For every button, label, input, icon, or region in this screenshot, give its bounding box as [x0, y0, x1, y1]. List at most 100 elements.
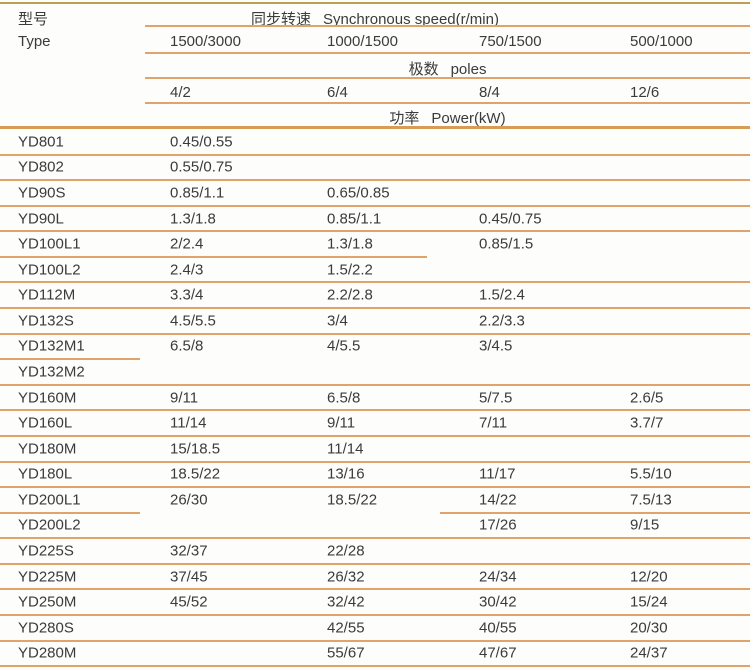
- header-speed-zh: 同步转速: [251, 11, 312, 28]
- header-poles-en: poles: [450, 61, 487, 78]
- header-poles-zh: 极数: [408, 61, 439, 78]
- power-cell: 24/34: [479, 568, 517, 586]
- table-row: YD280S 42/55 40/55 20/30: [0, 616, 750, 642]
- power-cell: 30/42: [479, 593, 517, 611]
- model-cell: YD802: [18, 158, 64, 176]
- speed-col-2: 1000/1500: [327, 33, 398, 50]
- header-model-en: Type: [18, 33, 51, 50]
- power-cell: 6.5/8: [327, 389, 361, 407]
- power-cell: 13/16: [327, 465, 365, 483]
- power-cell: 1.5/2.4: [479, 286, 525, 304]
- divider-segment: [0, 511, 140, 514]
- power-cell: 6.5/8: [170, 337, 204, 355]
- power-cell: 2.2/3.3: [479, 312, 525, 330]
- table-row: YD280M 55/67 47/67 24/37: [0, 642, 750, 668]
- divider-segment: [0, 255, 427, 258]
- power-cell: 0.85/1.1: [170, 184, 225, 202]
- power-cell: 26/32: [327, 568, 365, 586]
- power-cell: 11/14: [170, 414, 207, 432]
- table-row: YD90S 0.85/1.1 0.65/0.85: [0, 181, 750, 207]
- power-cell: 2/2.4: [170, 235, 204, 253]
- header-power-en: Power(kW): [431, 110, 506, 127]
- power-cell: 1.5/2.2: [327, 261, 373, 279]
- power-cell: 4/5.5: [327, 337, 361, 355]
- model-cell: YD180M: [18, 440, 77, 458]
- table-row: YD112M 3.3/4 2.2/2.8 1.5/2.4: [0, 283, 750, 310]
- power-cell: 9/11: [170, 389, 199, 407]
- poles-col-4: 12/6: [630, 84, 660, 101]
- power-cell: 22/28: [327, 542, 365, 560]
- model-cell: YD100L1: [18, 235, 81, 253]
- power-cell: 40/55: [479, 619, 517, 637]
- model-cell: YD280S: [18, 619, 74, 637]
- power-cell: 0.45/0.55: [170, 133, 233, 151]
- divider-segment: [440, 511, 750, 514]
- model-cell: YD225M: [18, 568, 77, 586]
- table-row: YD132M2: [0, 360, 750, 386]
- divider: [145, 77, 750, 79]
- power-cell: 17/26: [479, 516, 517, 534]
- power-cell: 5.5/10: [630, 465, 672, 483]
- model-cell: YD90L: [18, 210, 64, 228]
- table-row: YD225M 37/45 26/32 24/34 12/20: [0, 565, 750, 591]
- model-cell: YD200L1: [18, 491, 81, 509]
- power-cell: 0.45/0.75: [479, 210, 542, 228]
- table-row: YD132S 4.5/5.5 3/4 2.2/3.3: [0, 309, 750, 335]
- model-cell: YD200L2: [18, 516, 81, 534]
- power-cell: 1.3/1.8: [327, 235, 373, 253]
- power-cell: 7/11: [479, 414, 508, 432]
- speed-col-3: 750/1500: [479, 33, 542, 50]
- power-cell: 20/30: [630, 619, 668, 637]
- power-cell: 7.5/13: [630, 491, 672, 509]
- power-cell: 0.55/0.75: [170, 158, 233, 176]
- table-row: YD90L 1.3/1.8 0.85/1.1 0.45/0.75: [0, 207, 750, 233]
- power-cell: 26/30: [170, 491, 208, 509]
- power-cell: 14/22: [479, 491, 517, 509]
- model-cell: YD280M: [18, 644, 77, 662]
- table-row: YD200L1 26/30 18.5/22 14/22 7.5/13: [0, 488, 750, 514]
- model-cell: YD160L: [18, 414, 73, 432]
- divider: [145, 102, 750, 104]
- power-cell: 37/45: [170, 568, 208, 586]
- power-cell: 45/52: [170, 593, 208, 611]
- model-cell: YD132M1: [18, 337, 85, 355]
- table-row: YD100L1 2/2.4 1.3/1.8 0.85/1.5: [0, 232, 750, 258]
- power-cell: 11/14: [327, 440, 364, 458]
- power-divider: [0, 126, 750, 129]
- power-cell: 32/42: [327, 593, 365, 611]
- power-cell: 32/37: [170, 542, 208, 560]
- header-power-zh: 功率: [389, 110, 420, 127]
- model-cell: YD100L2: [18, 261, 81, 279]
- model-cell: YD250M: [18, 593, 77, 611]
- power-cell: 11/17: [479, 465, 516, 483]
- table-row: YD180M 15/18.5 11/14: [0, 437, 750, 463]
- model-cell: YD90S: [18, 184, 66, 202]
- table-row: YD225S 32/37 22/28: [0, 539, 750, 565]
- header-model-zh: 型号: [18, 11, 49, 28]
- power-cell: 0.65/0.85: [327, 184, 390, 202]
- power-cell: 3.3/4: [170, 286, 204, 304]
- power-cell: 5/7.5: [479, 389, 513, 407]
- table-row: YD180L 18.5/22 13/16 11/17 5.5/10: [0, 463, 750, 489]
- power-cell: 2.6/5: [630, 389, 664, 407]
- poles-col-1: 4/2: [170, 84, 191, 101]
- power-cell: 42/55: [327, 619, 365, 637]
- power-cell: 2.4/3: [170, 261, 204, 279]
- top-divider: [0, 2, 750, 4]
- header-speed-title: 同步转速 Synchronous speed(r/min): [0, 8, 750, 29]
- power-cell: 1.3/1.8: [170, 210, 216, 228]
- power-cell: 9/11: [327, 414, 356, 432]
- header-poles-title: 极数 poles: [145, 58, 750, 79]
- power-cell: 15/18.5: [170, 440, 221, 458]
- table-body: YD801 0.45/0.55 YD802 0.55/0.75 YD90S 0.85/1.…: [0, 130, 750, 668]
- power-cell: 24/37: [630, 644, 668, 662]
- table-row: YD132M1 6.5/8 4/5.5 3/4.5: [0, 335, 750, 361]
- power-cell: 3.7/7: [630, 414, 664, 432]
- divider: [145, 25, 750, 27]
- power-cell: 55/67: [327, 644, 365, 662]
- model-cell: YD801: [18, 133, 64, 151]
- power-cell: 0.85/1.5: [479, 235, 534, 253]
- power-cell: 0.85/1.1: [327, 210, 382, 228]
- model-cell: YD180L: [18, 465, 73, 483]
- table-row: YD200L2 17/26 9/15: [0, 514, 750, 540]
